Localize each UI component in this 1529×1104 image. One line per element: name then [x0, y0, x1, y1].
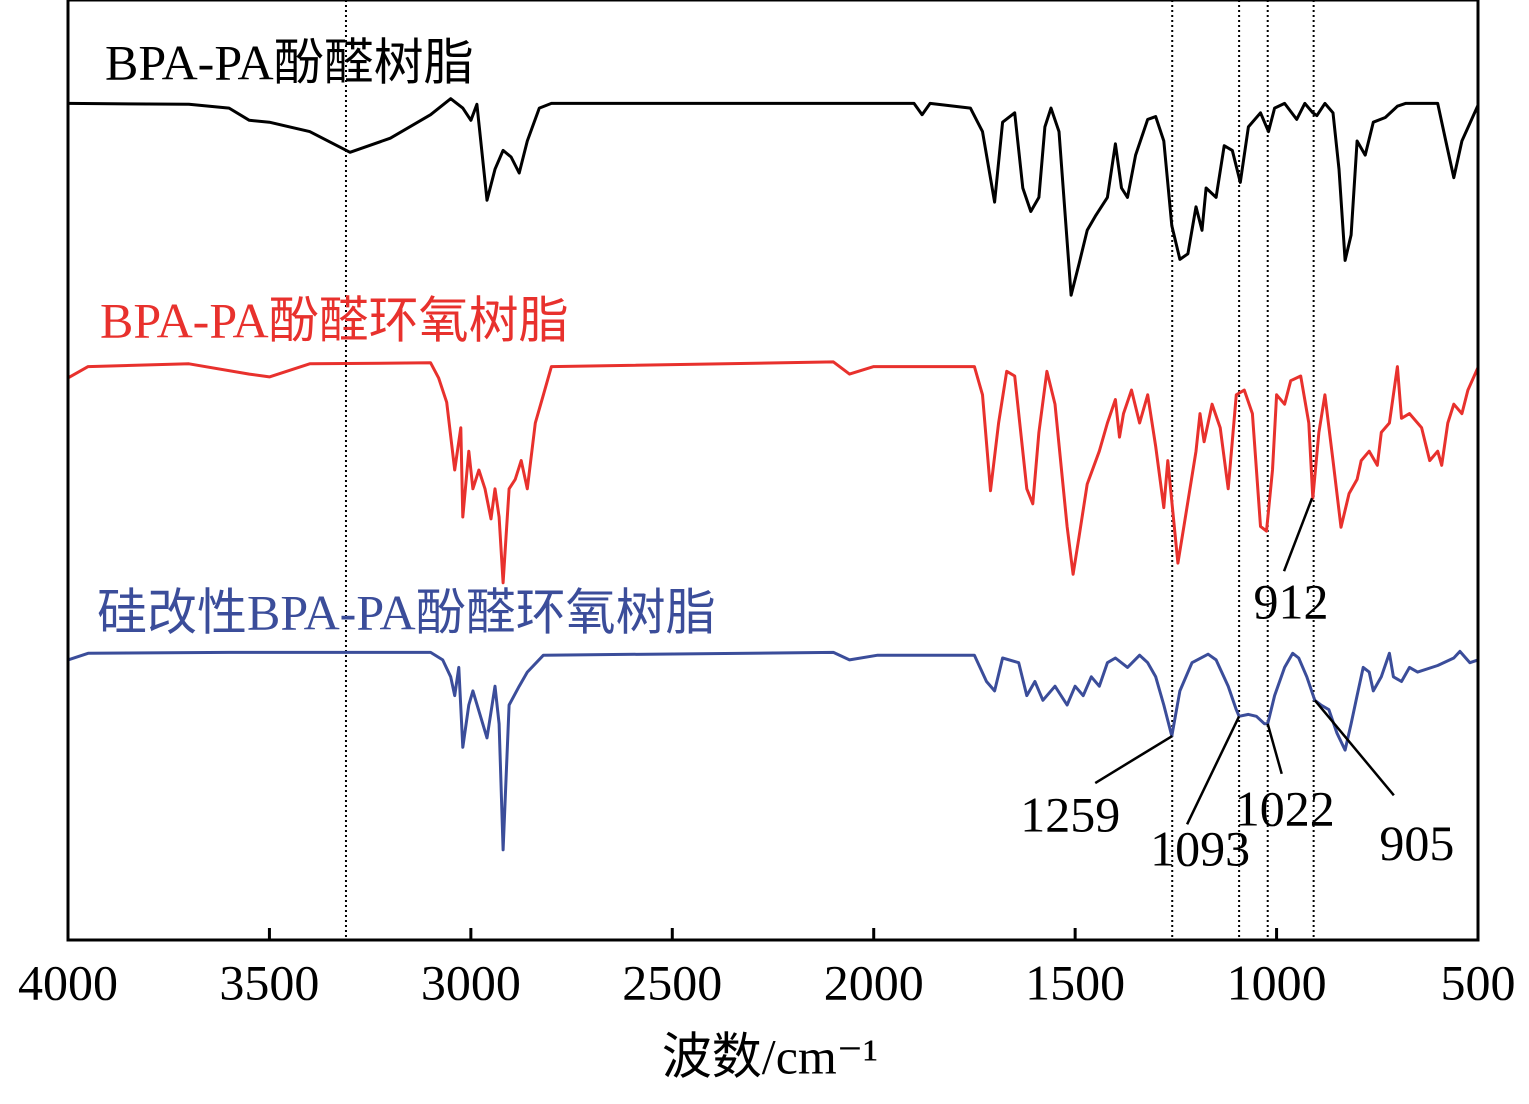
- annotation-leader: [1313, 699, 1395, 797]
- series-label: 硅改性BPA-PA酚醛环氧树脂: [97, 584, 716, 640]
- annotation-label: 912: [1254, 574, 1329, 630]
- plot-frame: [66, 0, 1480, 942]
- annotation-label: 1022: [1235, 780, 1335, 836]
- x-tick-label: 2500: [622, 954, 722, 1010]
- series-label: BPA-PA酚醛环氧树脂: [100, 292, 569, 348]
- spectrum-line: [67, 97, 1480, 297]
- annotation-label: 1259: [1020, 786, 1120, 842]
- x-tick-label: 1500: [1025, 954, 1125, 1010]
- annotation-label: 905: [1379, 815, 1454, 871]
- annotation-leader: [1282, 497, 1314, 572]
- spectrum-line: [67, 360, 1480, 585]
- x-tick-label: 500: [1441, 954, 1516, 1010]
- annotation-leader: [1185, 715, 1241, 825]
- x-tick-label: 3000: [421, 954, 521, 1010]
- annotation-leader: [1266, 723, 1283, 775]
- x-tick-label: 1000: [1227, 954, 1327, 1010]
- x-tick-label: 2000: [824, 954, 924, 1010]
- spectrum-line: [67, 649, 1479, 852]
- x-axis-label: 波数/cm⁻¹: [662, 1028, 878, 1084]
- x-tick-label: 3500: [219, 954, 319, 1010]
- annotation-label: 1093: [1150, 821, 1250, 877]
- annotation-leader: [1094, 734, 1173, 785]
- series-label: BPA-PA酚醛树脂: [105, 34, 474, 90]
- x-tick-label: 4000: [18, 954, 118, 1010]
